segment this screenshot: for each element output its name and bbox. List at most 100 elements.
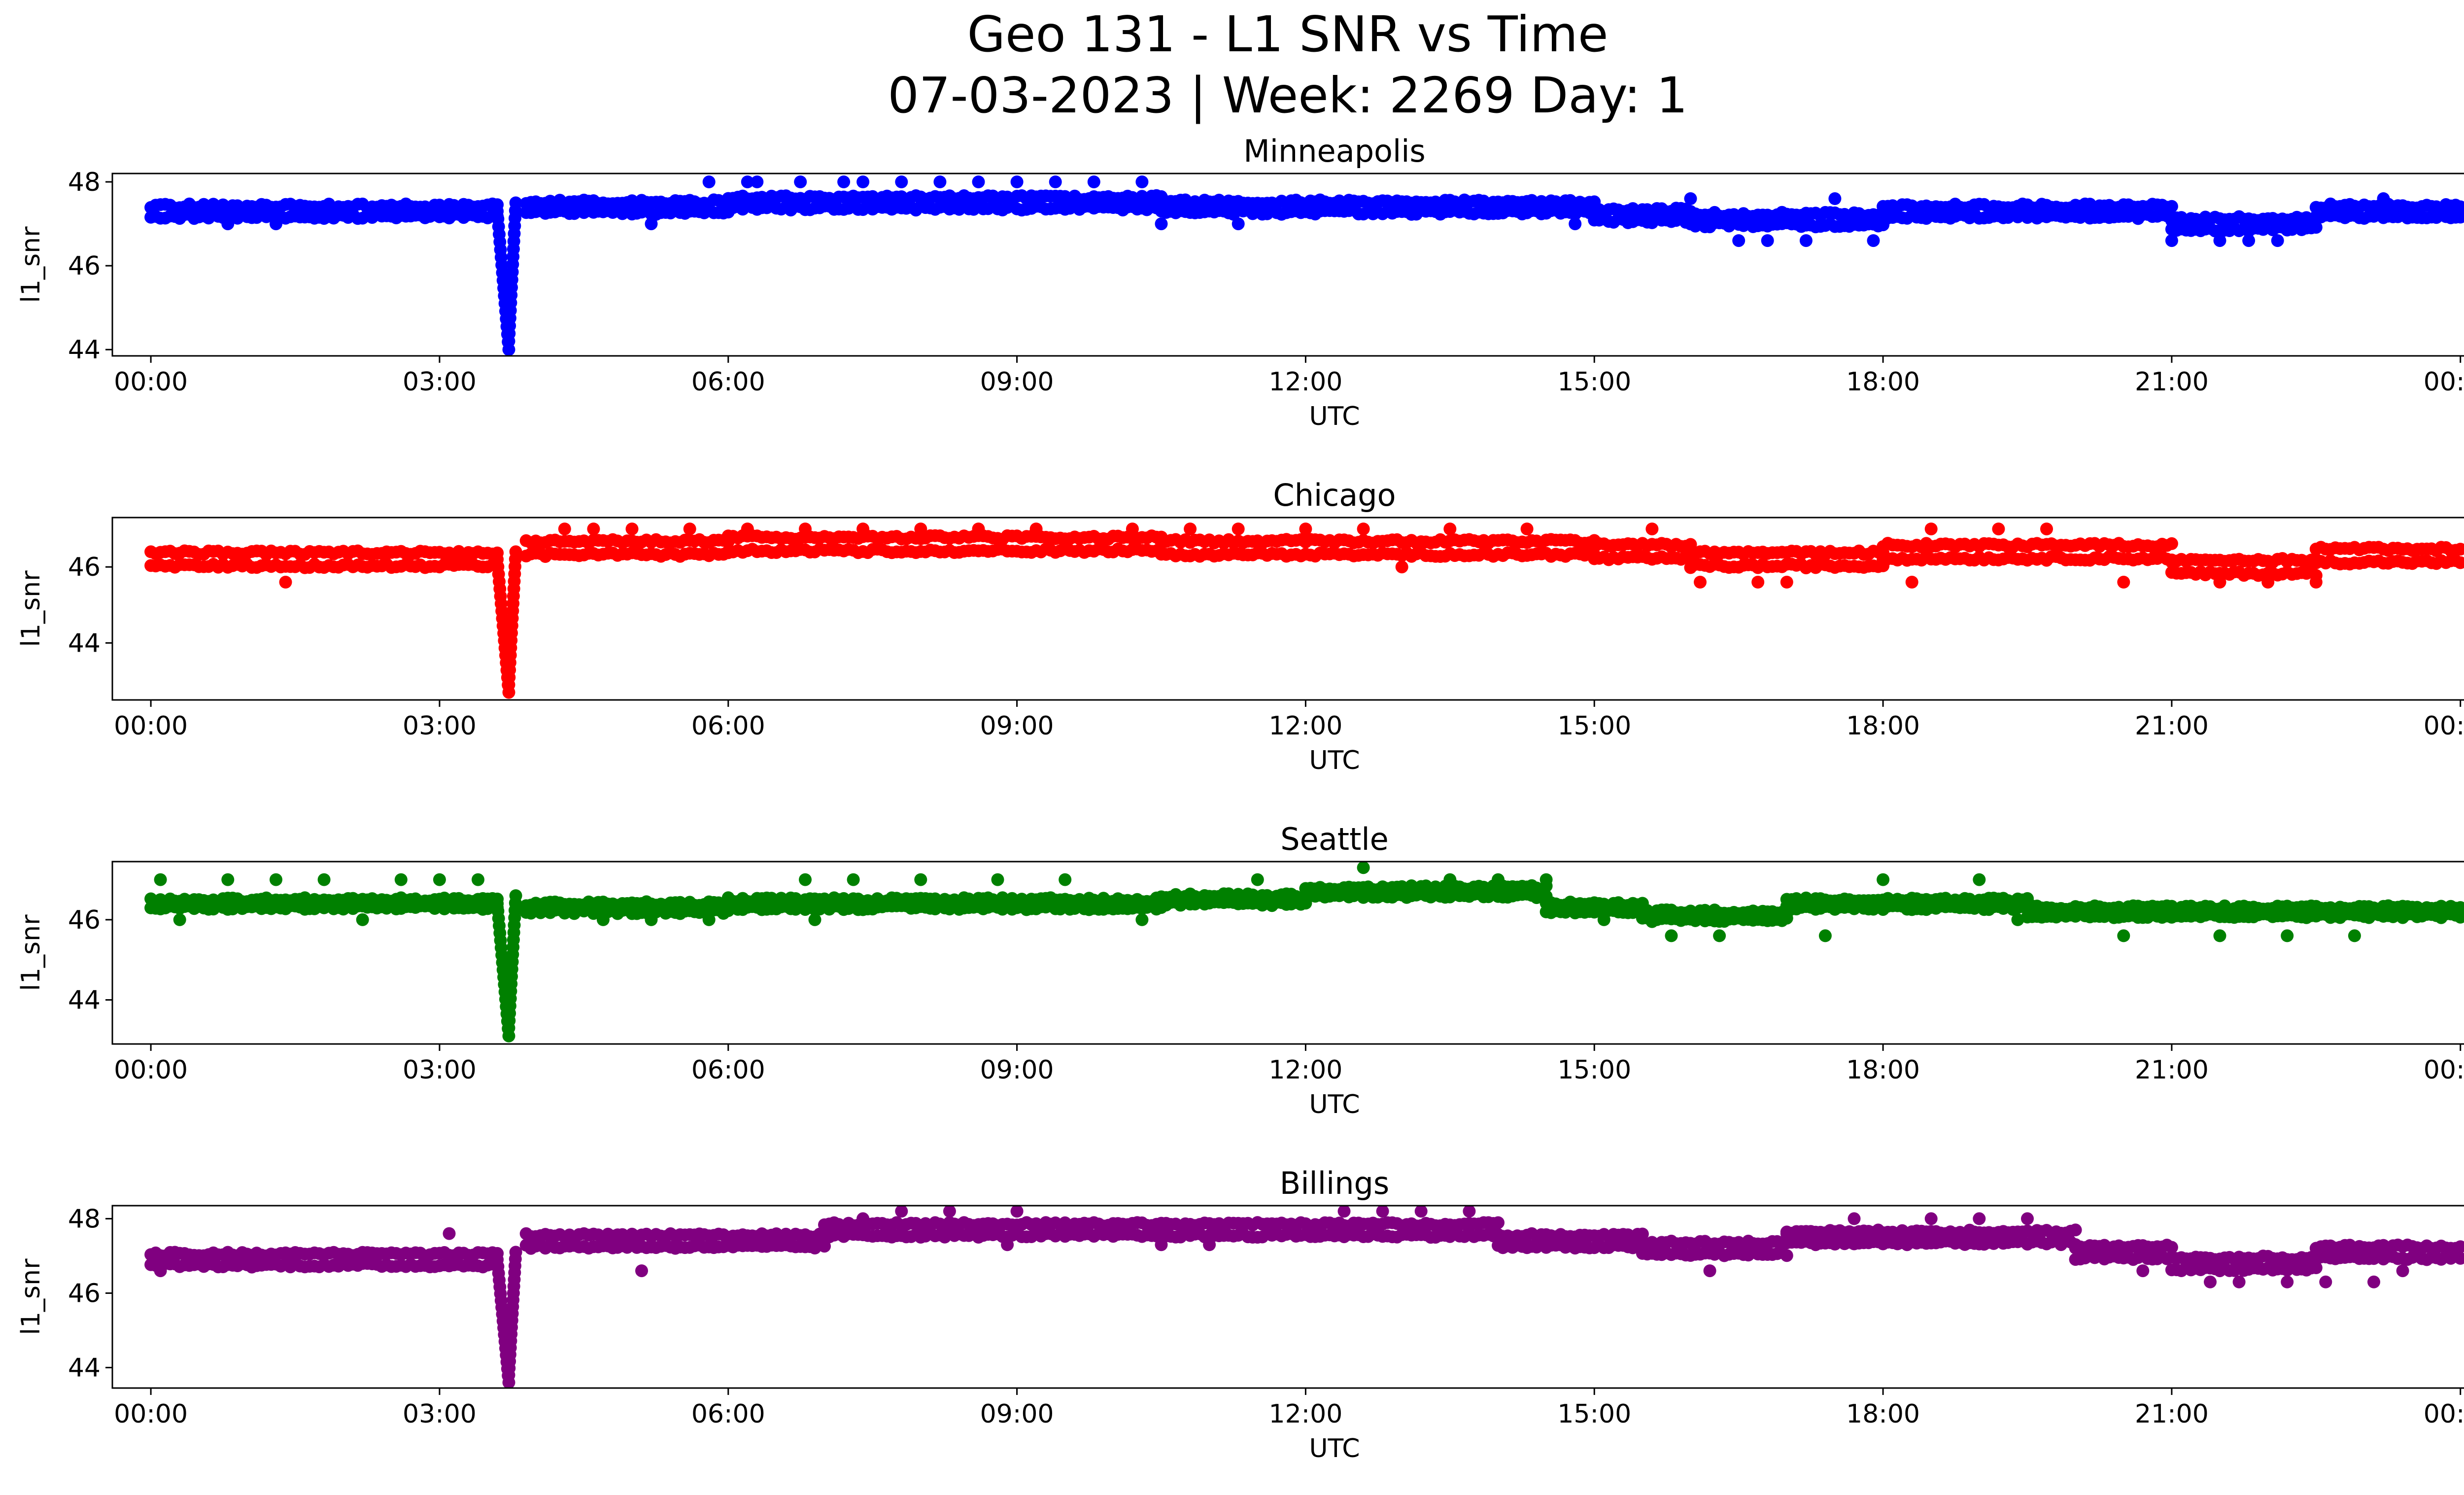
data-point [1569,217,1582,231]
data-point [794,175,807,188]
data-point [1203,1238,1216,1252]
data-point [2309,576,2323,589]
x-tick-label: 03:00 [403,1055,477,1085]
data-point [2454,210,2464,224]
y-axis-label: l1_snr [16,570,46,647]
data-point [587,522,600,536]
x-tick-label: 00:00 [114,367,188,397]
data-point [1799,234,1813,247]
data-point [558,522,571,536]
data-point [173,913,186,926]
x-tick-label: 18:00 [1846,367,1920,397]
x-axis-label: UTC [1309,1090,1360,1119]
data-point [1492,873,1505,886]
data-point [1540,873,1553,886]
data-point [1636,1227,1649,1241]
data-point [1761,234,1774,247]
y-tick-label: 44 [68,335,101,365]
data-point [221,217,235,231]
data-point [221,873,235,886]
y-tick-label: 46 [68,553,101,582]
data-point [808,913,821,926]
data-point [2165,234,2178,247]
data-point [1357,522,1370,536]
data-point [1780,576,1793,589]
data-point [2242,234,2256,247]
data-point [154,1264,167,1278]
data-point [2117,929,2130,942]
data-point [472,873,484,886]
panel-seattle: Seattle 00:00 03:00 06:00 09:00 12:00 15:00 18:… [16,821,2464,1119]
data-point [856,1212,870,1225]
y-tick-label: 46 [68,251,101,281]
data-point [1751,576,1765,589]
data-point [645,217,658,231]
data-point [1713,929,1726,942]
y-axis-label: l1_snr [16,914,46,991]
data-point [1973,873,1986,886]
axes-frame [111,1205,2464,1389]
x-tick-label: 15:00 [1557,1399,1631,1429]
data-point [2367,1275,2380,1288]
data-point [1049,175,1062,188]
data-point [1924,1212,1938,1225]
data-points [144,862,2464,1043]
data-point [1818,929,1832,942]
y-tick-label: 44 [68,1353,101,1383]
panel-title: Billings [1280,1165,1389,1201]
data-point [1703,1264,1716,1278]
data-point [683,522,696,536]
data-point [914,873,927,886]
data-point [1029,522,1043,536]
x-tick-label: 09:00 [980,1399,1054,1429]
data-point [1010,1206,1024,1218]
y-tick-label: 48 [68,168,101,197]
data-point [317,873,331,886]
x-axis-label: UTC [1309,1434,1360,1463]
data-point [270,217,282,231]
figure-title-line2: 07-03-2023 | Week: 2269 Day: 1 [888,67,1688,124]
data-point [741,175,754,188]
data-point [635,1264,648,1278]
x-tick-label: 03:00 [403,1399,477,1429]
data-point [1463,1206,1476,1218]
y-tick-label: 46 [68,905,101,935]
data-point [2069,1223,2082,1237]
x-tick-label: 21:00 [2135,1399,2209,1429]
x-tick-label: 18:00 [1846,1055,1920,1085]
x-axis-label: UTC [1309,402,1360,431]
x-tick-label: 00:00 [114,1399,188,1429]
y-tick-label: 48 [68,1204,101,1234]
data-point [2011,913,2024,926]
x-tick-label: 12:00 [1268,711,1342,741]
x-tick-label: 00:00 [2424,1399,2464,1429]
x-tick-label: 06:00 [691,1399,765,1429]
figure-title: Geo 131 - L1 SNR vs Time 07-03-2023 | We… [0,4,2464,126]
panel-title: Minneapolis [1243,133,1426,169]
data-point [2281,1275,2294,1288]
data-point [625,522,639,536]
data-point [1059,873,1072,886]
panel-minneapolis: Minneapolis 00:00 03:00 06:00 09:00 12:00 15:0… [16,133,2464,431]
data-point [972,522,985,536]
data-point [2271,234,2284,247]
data-point [1135,175,1149,188]
data-point [1251,873,1264,886]
x-tick-label: 00:00 [114,1055,188,1085]
x-tick-label: 03:00 [403,711,477,741]
axes-frame [111,173,2464,357]
data-point [1973,1212,1986,1225]
data-point [972,175,985,188]
x-tick-label: 00:00 [114,711,188,741]
data-point [799,522,812,536]
data-point [1848,1212,1861,1225]
data-point [433,873,446,886]
data-point [702,913,716,926]
data-point [443,1227,456,1240]
y-tick-label: 46 [68,1279,101,1308]
x-tick-label: 18:00 [1846,1399,1920,1429]
data-point [943,1206,956,1218]
x-tick-label: 15:00 [1557,711,1631,741]
data-point [2261,576,2275,589]
